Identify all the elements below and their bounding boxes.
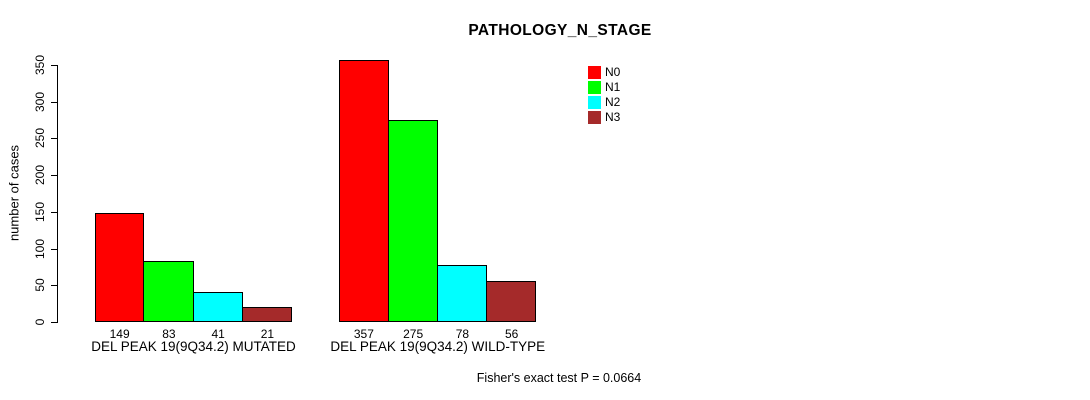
y-axis-tick-label: 200	[33, 165, 47, 186]
y-axis-tick-label: 50	[33, 278, 47, 292]
y-axis-line	[57, 65, 58, 322]
legend-swatch-n1	[588, 81, 601, 94]
legend-swatch-n0	[588, 66, 601, 79]
y-axis-tick	[51, 285, 58, 287]
bar-value-n0-mutated: 149	[109, 326, 130, 341]
y-axis-tick	[51, 101, 58, 103]
bar-n3-wild-type	[486, 280, 537, 322]
bar-value-n0-wild-type: 357	[353, 326, 374, 341]
y-axis-tick-label: 150	[33, 201, 47, 222]
legend-label-n2: N2	[605, 95, 621, 109]
y-axis-tick-label: 350	[33, 54, 47, 76]
legend-label-n1: N1	[605, 80, 621, 94]
y-axis-tick-label: 100	[33, 238, 47, 259]
bar-n0-wild-type	[339, 59, 389, 322]
bar-n1-wild-type	[387, 120, 438, 322]
legend-label-n3: N3	[605, 110, 621, 124]
x-category-label-wild-type: DEL PEAK 19(9Q34.2) WILD-TYPE	[330, 339, 546, 354]
bar-value-n1-mutated: 83	[162, 326, 176, 341]
y-axis-tick	[51, 248, 58, 250]
bar-n0-mutated	[95, 212, 145, 322]
bar-value-n1-wild-type: 275	[403, 326, 424, 341]
legend-item-n2: N2	[588, 95, 620, 110]
y-axis-title: number of cases	[6, 144, 22, 242]
stat-test-annotation: Fisher's exact test P = 0.0664	[476, 371, 642, 385]
chart-title: PATHOLOGY_N_STAGE	[468, 22, 652, 39]
y-axis-tick-label: 300	[33, 91, 47, 112]
y-axis-tick	[51, 138, 58, 140]
legend-swatch-n2	[588, 96, 601, 109]
bar-value-n2-wild-type: 78	[455, 326, 470, 341]
bar-n3-mutated	[241, 306, 292, 322]
bar-n1-mutated	[143, 261, 194, 322]
legend: N0 N1 N2 N3	[588, 65, 620, 125]
legend-item-n0: N0	[588, 65, 620, 80]
legend-item-n1: N1	[588, 80, 620, 95]
legend-item-n3: N3	[588, 110, 620, 125]
bar-value-n2-mutated: 41	[211, 326, 225, 341]
y-axis-tick	[51, 175, 58, 177]
bar-value-n3-wild-type: 56	[504, 326, 519, 341]
y-axis-tick	[51, 211, 58, 213]
legend-label-n0: N0	[605, 65, 621, 79]
bar-value-n3-mutated: 21	[260, 326, 275, 341]
bar-n2-wild-type	[436, 264, 487, 322]
y-axis-tick	[51, 65, 58, 66]
legend-swatch-n3	[588, 111, 601, 124]
y-axis-tick-label: 0	[33, 318, 47, 326]
y-axis-tick-label: 250	[33, 128, 47, 149]
y-axis-tick	[51, 322, 58, 323]
x-category-label-mutated: DEL PEAK 19(9Q34.2) MUTATED	[91, 339, 296, 354]
bar-n2-mutated	[192, 291, 243, 322]
